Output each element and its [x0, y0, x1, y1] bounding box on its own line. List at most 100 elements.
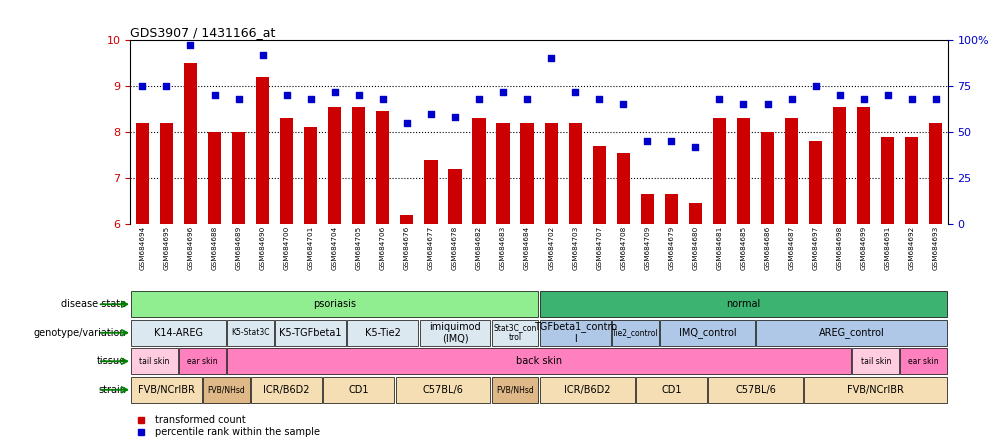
Text: GSM684696: GSM684696 — [187, 226, 193, 270]
Text: ICR/B6D2: ICR/B6D2 — [264, 385, 310, 395]
Point — [182, 42, 198, 49]
Text: AREG_control: AREG_control — [818, 327, 884, 338]
Text: FVB/NHsd: FVB/NHsd — [207, 385, 245, 394]
Bar — [568, 123, 581, 224]
Point — [351, 91, 367, 99]
Text: GSM684690: GSM684690 — [260, 226, 266, 270]
Bar — [635, 377, 706, 403]
Point — [879, 91, 895, 99]
Point — [590, 95, 606, 103]
Bar — [804, 377, 946, 403]
Bar — [276, 320, 346, 346]
Bar — [424, 160, 437, 224]
Text: GSM684687: GSM684687 — [788, 226, 794, 270]
Bar — [707, 377, 802, 403]
Text: normal: normal — [725, 299, 760, 309]
Bar — [900, 348, 946, 374]
Text: Stat3C_con
trol: Stat3C_con trol — [493, 323, 536, 342]
Text: GSM684703: GSM684703 — [571, 226, 577, 270]
Point — [327, 88, 343, 95]
Text: TGFbeta1_contro
l: TGFbeta1_contro l — [533, 321, 616, 344]
Text: K5-TGFbeta1: K5-TGFbeta1 — [280, 328, 342, 338]
Bar — [659, 320, 755, 346]
Bar — [539, 377, 634, 403]
Bar — [496, 123, 509, 224]
Bar — [304, 127, 317, 224]
Point — [399, 119, 415, 127]
Text: FVB/NCrIBR: FVB/NCrIBR — [847, 385, 903, 395]
Text: genotype/variation: genotype/variation — [34, 328, 126, 338]
Point — [134, 83, 150, 90]
Text: FVB/NCrIBR: FVB/NCrIBR — [138, 385, 194, 395]
Bar — [833, 107, 846, 224]
Text: imiquimod
(IMQ): imiquimod (IMQ) — [429, 322, 480, 344]
Bar — [227, 348, 850, 374]
Text: GSM684686: GSM684686 — [764, 226, 770, 270]
Point — [230, 95, 246, 103]
Bar — [688, 203, 701, 224]
Bar — [131, 291, 538, 317]
Bar — [544, 123, 557, 224]
Point — [831, 91, 847, 99]
Bar — [611, 320, 658, 346]
Bar — [328, 107, 341, 224]
Bar — [231, 132, 244, 224]
Point — [495, 88, 511, 95]
Text: GSM684698: GSM684698 — [836, 226, 842, 270]
Text: GSM684695: GSM684695 — [163, 226, 169, 270]
Text: GSM684707: GSM684707 — [595, 226, 601, 270]
Bar — [756, 320, 946, 346]
Bar — [928, 123, 942, 224]
Text: disease state: disease state — [61, 299, 126, 309]
Text: GSM684691: GSM684691 — [884, 226, 890, 270]
Text: GSM684689: GSM684689 — [235, 226, 241, 270]
Bar — [376, 111, 389, 224]
Point — [783, 95, 799, 103]
Text: GSM684679: GSM684679 — [667, 226, 673, 270]
Text: GSM684680: GSM684680 — [691, 226, 697, 270]
Point — [566, 88, 582, 95]
Bar — [179, 348, 225, 374]
Text: GSM684700: GSM684700 — [284, 226, 290, 270]
Bar — [280, 118, 293, 224]
Bar — [539, 291, 946, 317]
Bar — [448, 169, 461, 224]
Bar — [640, 194, 653, 224]
Legend: transformed count, percentile rank within the sample: transformed count, percentile rank withi… — [135, 416, 320, 437]
Text: GSM684692: GSM684692 — [908, 226, 914, 270]
Bar — [207, 132, 220, 224]
Bar — [880, 137, 894, 224]
Text: strain: strain — [98, 385, 126, 395]
Bar — [135, 123, 149, 224]
Text: GSM684678: GSM684678 — [452, 226, 458, 270]
Text: GSM684688: GSM684688 — [211, 226, 217, 270]
Point — [375, 95, 391, 103]
Point — [903, 95, 919, 103]
Bar — [712, 118, 725, 224]
Point — [447, 114, 463, 121]
Bar — [761, 132, 774, 224]
Text: Tie2_control: Tie2_control — [611, 328, 658, 337]
Point — [614, 101, 630, 108]
Text: GSM684685: GSM684685 — [739, 226, 745, 270]
Bar — [491, 377, 538, 403]
Point — [686, 143, 702, 151]
Text: ear skin: ear skin — [908, 357, 938, 366]
Bar — [472, 118, 485, 224]
Bar — [904, 137, 918, 224]
Text: GSM684682: GSM684682 — [476, 226, 482, 270]
Point — [255, 51, 271, 58]
Text: GSM684708: GSM684708 — [619, 226, 625, 270]
Bar — [159, 123, 173, 224]
Bar — [491, 320, 538, 346]
Text: psoriasis: psoriasis — [313, 299, 356, 309]
Point — [638, 138, 654, 145]
Text: GSM684676: GSM684676 — [404, 226, 410, 270]
Bar — [203, 377, 249, 403]
Text: GSM684694: GSM684694 — [139, 226, 145, 270]
Point — [734, 101, 750, 108]
Bar — [539, 320, 610, 346]
Text: K5-Tie2: K5-Tie2 — [365, 328, 401, 338]
Text: K14-AREG: K14-AREG — [154, 328, 202, 338]
Bar — [419, 320, 490, 346]
